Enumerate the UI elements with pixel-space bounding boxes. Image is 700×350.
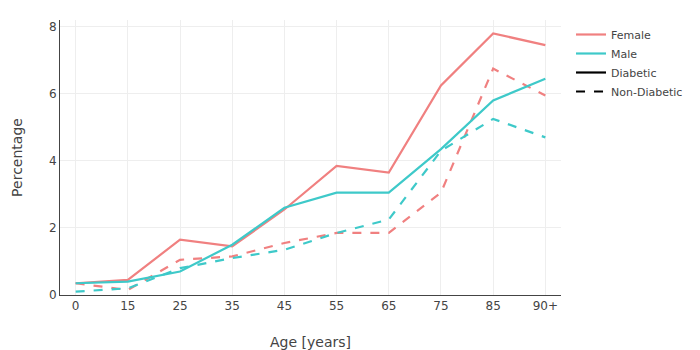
svg-text:15: 15	[120, 299, 135, 313]
svg-text:4: 4	[49, 154, 57, 168]
svg-text:65: 65	[381, 299, 396, 313]
svg-text:8: 8	[49, 20, 57, 34]
svg-text:55: 55	[329, 299, 344, 313]
svg-text:Non-Diabetic: Non-Diabetic	[611, 86, 682, 99]
svg-text:75: 75	[433, 299, 448, 313]
svg-text:Diabetic: Diabetic	[611, 67, 656, 80]
svg-text:90+: 90+	[533, 299, 558, 313]
svg-text:45: 45	[277, 299, 292, 313]
svg-text:0: 0	[72, 299, 80, 313]
svg-text:2: 2	[49, 221, 57, 235]
svg-text:0: 0	[49, 288, 57, 302]
svg-text:35: 35	[225, 299, 240, 313]
svg-text:Male: Male	[611, 48, 637, 61]
svg-text:Female: Female	[611, 29, 651, 42]
svg-text:25: 25	[172, 299, 187, 313]
svg-text:Percentage: Percentage	[9, 118, 25, 197]
svg-text:6: 6	[49, 87, 57, 101]
svg-text:Age [years]: Age [years]	[270, 334, 351, 350]
svg-text:85: 85	[486, 299, 501, 313]
